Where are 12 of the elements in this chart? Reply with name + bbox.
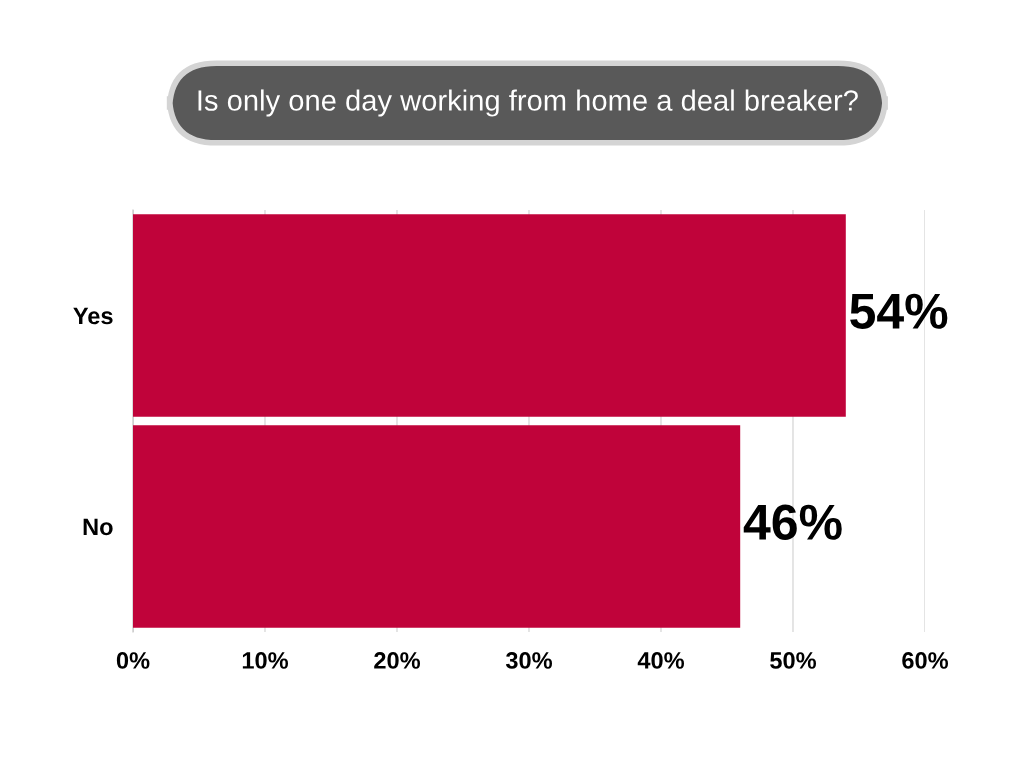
data-label: 46% xyxy=(743,504,842,540)
x-tick-label: 30% xyxy=(505,652,553,669)
data-label: 54% xyxy=(850,293,948,329)
x-tick-label: 20% xyxy=(374,652,421,669)
x-tick-label: 50% xyxy=(770,652,817,669)
y-tick-label: No xyxy=(83,518,113,536)
x-tick-label: 0% xyxy=(116,652,150,669)
x-tick-label: 40% xyxy=(637,652,685,669)
x-tick-label: 10% xyxy=(242,652,289,669)
x-tick-label: 60% xyxy=(902,652,949,669)
chart-title: Is only one day working from home a deal breaker? xyxy=(198,89,858,117)
y-tick-label: Yes xyxy=(73,307,113,325)
